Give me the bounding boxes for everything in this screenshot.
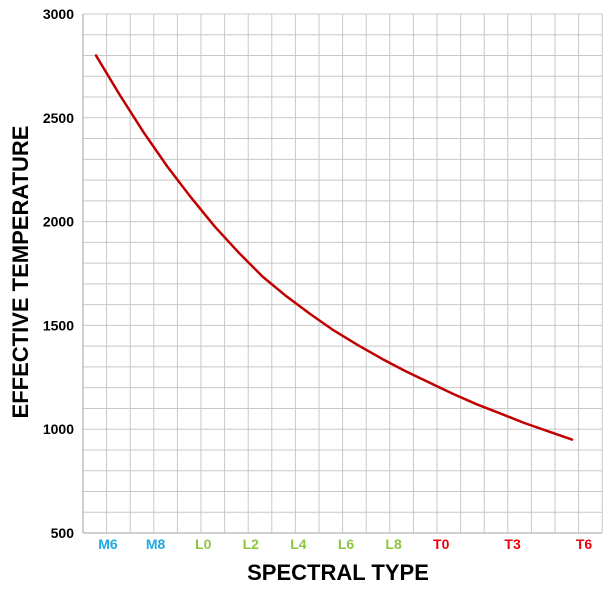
y-tick-label: 2500 bbox=[43, 110, 74, 126]
x-axis-title: SPECTRAL TYPE bbox=[247, 560, 429, 585]
x-tick-label: L4 bbox=[290, 536, 307, 552]
x-tick-label: M8 bbox=[146, 536, 166, 552]
grid bbox=[82, 13, 603, 534]
x-tick-label: M6 bbox=[98, 536, 118, 552]
y-axis-title: EFFECTIVE TEMPERATURE bbox=[8, 126, 33, 419]
axes bbox=[82, 14, 602, 534]
y-tick-label: 1500 bbox=[43, 317, 74, 333]
y-tick-label: 1000 bbox=[43, 421, 74, 437]
x-tick-label: L8 bbox=[385, 536, 402, 552]
series-layer bbox=[94, 54, 574, 441]
x-tick-label: T3 bbox=[504, 536, 521, 552]
temperature-series-line bbox=[94, 54, 574, 441]
x-tick-label: T0 bbox=[433, 536, 450, 552]
y-tick-labels: 500 1000 1500 2000 2500 3000 bbox=[43, 6, 74, 541]
y-tick-label: 500 bbox=[51, 525, 75, 541]
x-tick-label: T6 bbox=[576, 536, 593, 552]
y-tick-label: 2000 bbox=[43, 214, 74, 230]
x-tick-label: L0 bbox=[195, 536, 212, 552]
y-tick-label: 3000 bbox=[43, 6, 74, 22]
x-tick-label: L6 bbox=[338, 536, 355, 552]
x-tick-labels: M6 M8 L0 L2 L4 L6 L8 T0 T3 T6 bbox=[98, 536, 592, 552]
x-tick-label: L2 bbox=[243, 536, 260, 552]
